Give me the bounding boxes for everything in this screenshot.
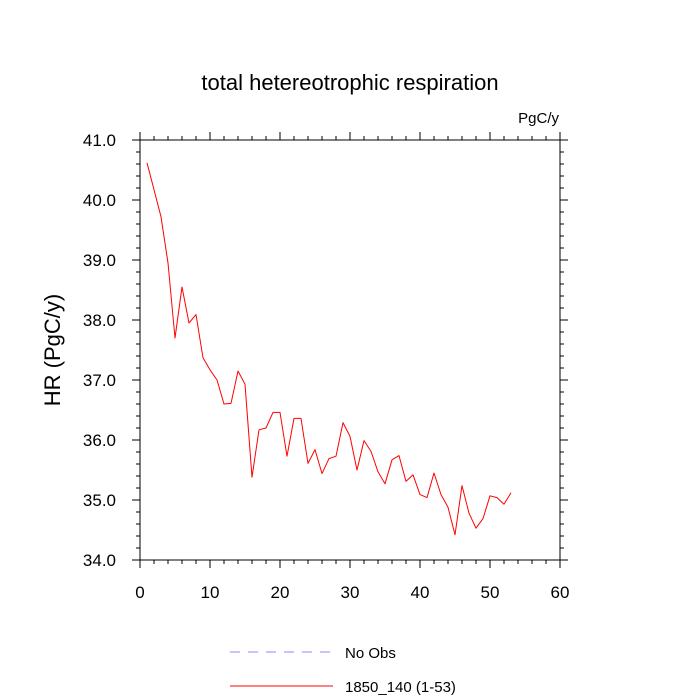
y-tick-label: 36.0: [83, 431, 116, 450]
y-tick-label: 39.0: [83, 251, 116, 270]
y-tick-label: 40.0: [83, 191, 116, 210]
plot-frame: [139, 139, 561, 561]
x-tick-label: 60: [551, 583, 570, 602]
series-line: [146, 162, 512, 536]
x-tick-label: 40: [411, 583, 430, 602]
y-tick-labels: 34.0 35.0 36.0 37.0 38.0 39.0 40.0 41.0: [83, 131, 116, 570]
x-tick-label: 10: [201, 583, 220, 602]
x-tick-label: 20: [271, 583, 290, 602]
legend-label: No Obs: [345, 645, 396, 662]
legend-label: 1850_140 (1-53): [345, 679, 456, 696]
legend: No Obs 1850_140 (1-53): [230, 645, 456, 696]
y-tick-label: 35.0: [83, 491, 116, 510]
major-ticks: [132, 132, 568, 568]
y-axis-label: HR (PgC/y): [40, 294, 65, 406]
x-tick-label: 50: [481, 583, 500, 602]
minor-ticks: [136, 136, 564, 564]
chart-title: total hetereotrophic respiration: [201, 70, 498, 95]
y-tick-label: 38.0: [83, 311, 116, 330]
x-tick-label: 0: [135, 583, 144, 602]
y-tick-label: 37.0: [83, 371, 116, 390]
series-layer: [146, 162, 512, 536]
y-tick-label: 41.0: [83, 131, 116, 150]
x-tick-label: 30: [341, 583, 360, 602]
y-tick-label: 34.0: [83, 551, 116, 570]
units-label: PgC/y: [518, 110, 559, 127]
x-tick-labels: 0 10 20 30 40 50 60: [135, 583, 569, 602]
